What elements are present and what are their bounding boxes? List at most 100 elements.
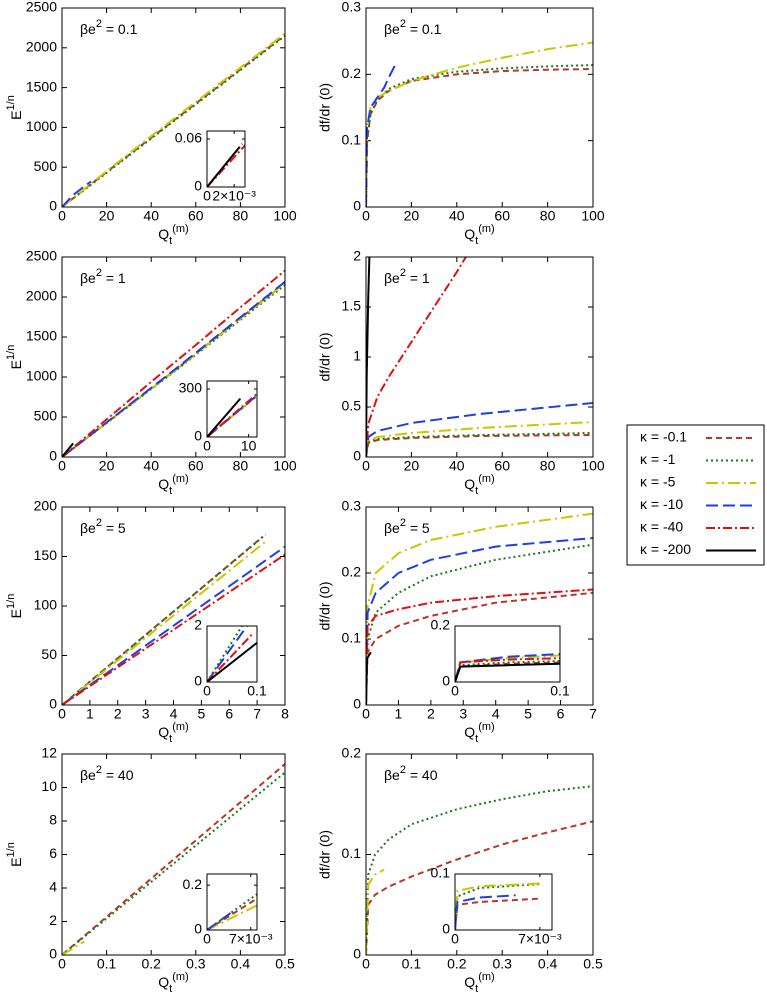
y-tick-label: 2000 — [26, 39, 57, 55]
y-tick-label: 1 — [353, 348, 361, 364]
x-tick-label: 80 — [233, 208, 249, 224]
x-tick-label: 80 — [233, 458, 249, 474]
series-line — [62, 545, 285, 705]
plot-frame — [61, 506, 286, 706]
x-tick-label: 80 — [540, 208, 556, 224]
x-tick-label: 7×10⁻³ — [229, 931, 273, 947]
x-tick-label: 0.5 — [583, 956, 603, 972]
x-tick-label: 0 — [58, 706, 66, 722]
label-part: 2 — [96, 267, 102, 279]
y-axis-label: E1/n — [5, 95, 24, 120]
x-tick-label: 0.3 — [186, 956, 206, 972]
legend-label: κ = -40 — [640, 519, 683, 535]
y-tick-label: 0.1 — [342, 845, 362, 861]
series-line — [207, 626, 248, 682]
x-tick-label: 10 — [241, 438, 257, 454]
y-tick-label: 6 — [49, 845, 57, 861]
x-tick-label: 60 — [494, 208, 510, 224]
y-tick-label: 4 — [49, 879, 57, 895]
x-tick-label: 2×10⁻³ — [212, 188, 256, 204]
lines — [207, 143, 245, 187]
x-tick-label: 3 — [142, 706, 150, 722]
x-tick-label: 100 — [581, 208, 605, 224]
y-axis-label: E1/n — [5, 345, 24, 370]
x-tick-label: 0 — [451, 931, 459, 947]
label-part: 2 — [96, 764, 102, 776]
label-part: βe — [384, 21, 400, 37]
plot-frame — [365, 7, 594, 208]
y-tick-label: 0 — [49, 198, 57, 214]
x-axis-label: Qt(m) — [158, 971, 188, 995]
lines — [207, 393, 257, 437]
x-tick-label: 5 — [197, 706, 205, 722]
plot-frame — [206, 625, 258, 683]
series-line — [207, 146, 241, 187]
label-part: t — [169, 235, 172, 247]
label-part: = 0.1 — [406, 21, 442, 37]
label-part: βe — [80, 767, 96, 783]
x-tick-label: 2 — [114, 706, 122, 722]
series-line — [366, 257, 467, 457]
plot-frame — [206, 380, 258, 438]
plot-frame — [206, 873, 258, 931]
x-tick-label: 100 — [273, 458, 297, 474]
label-part: t — [169, 983, 172, 995]
label-part: 1/n — [5, 594, 17, 609]
panel-title: βe2 = 1 — [80, 267, 126, 286]
y-tick-label: 0 — [442, 921, 450, 937]
y-tick-label: 100 — [34, 597, 58, 613]
x-tick-label: 0.1 — [97, 956, 117, 972]
label-part: Q — [158, 724, 169, 740]
panel: 0 20 40 60 80 100 0 0.5 1 1.5 2 — [342, 248, 605, 474]
lines — [207, 893, 257, 930]
series-line — [366, 63, 397, 207]
series-line — [207, 397, 242, 437]
x-tick-label: 0.5 — [275, 956, 295, 972]
lines — [62, 269, 285, 457]
series-line — [366, 512, 593, 705]
y-tick-label: 0 — [194, 673, 202, 689]
label-part: E — [8, 609, 24, 618]
x-tick-label: 20 — [99, 458, 115, 474]
x-tick-label: 0 — [58, 458, 66, 474]
label-part: Q — [464, 724, 475, 740]
series-line — [366, 432, 593, 457]
y-tick-label: 0 — [49, 946, 57, 962]
y-tick-label: 1500 — [26, 328, 57, 344]
label-part: βe — [80, 270, 96, 286]
y-tick-label: 12 — [41, 745, 57, 761]
label-part: t — [475, 983, 478, 995]
lines — [207, 626, 257, 682]
y-tick-label: 0.3 — [342, 0, 362, 15]
plot-frame — [61, 256, 286, 458]
series-line — [455, 882, 540, 930]
series-line — [62, 533, 267, 705]
lines — [62, 32, 285, 207]
y-tick-label: 0.1 — [431, 865, 451, 881]
plot-bg — [366, 257, 593, 457]
series-line — [366, 402, 593, 457]
lines — [62, 533, 285, 705]
x-tick-label: 3 — [459, 706, 467, 722]
x-tick-label: 0 — [58, 208, 66, 224]
y-tick-label: 500 — [34, 408, 58, 424]
y-tick-label: 0.1 — [342, 630, 362, 646]
plot-frame — [206, 130, 246, 188]
panel-title: βe2 = 1 — [384, 267, 430, 286]
series-line — [207, 144, 245, 187]
inset: 0 0.1 0 2 — [194, 617, 267, 699]
label-part: (m) — [172, 473, 189, 485]
panel-title: βe2 = 5 — [384, 517, 430, 536]
lines — [455, 882, 540, 930]
plot-bg — [207, 626, 257, 682]
label-part: 1/n — [5, 95, 17, 110]
plot-bg — [207, 874, 257, 930]
legend-label: κ = -0.1 — [640, 429, 687, 445]
x-tick-label: 0 — [362, 706, 370, 722]
lines — [366, 512, 593, 705]
x-tick-label: 0.1 — [402, 956, 422, 972]
plot-bg — [62, 8, 285, 207]
y-tick-label: 0 — [194, 921, 202, 937]
x-tick-label: 20 — [404, 458, 420, 474]
